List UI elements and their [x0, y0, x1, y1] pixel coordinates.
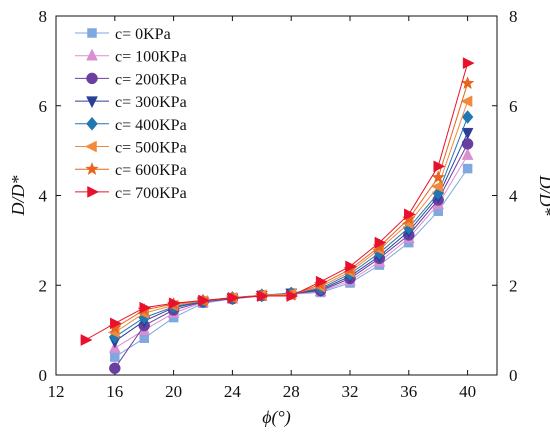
data-point	[433, 160, 446, 173]
data-point	[431, 180, 443, 193]
data-point	[374, 236, 387, 249]
data-point	[110, 352, 120, 362]
legend-marker	[86, 48, 98, 61]
data-point	[462, 57, 475, 70]
data-point	[198, 294, 211, 307]
x-tick-label: 16	[106, 382, 123, 401]
legend: c= 0KPa c= 100KPa c= 200KPa c= 300KPa c= 400…	[75, 26, 187, 202]
data-point	[431, 170, 446, 184]
y-tick-label-right: 4	[509, 187, 518, 206]
series-7	[80, 57, 475, 346]
legend-label: c= 600KPa	[115, 162, 187, 179]
x-tick-label: 32	[342, 382, 359, 401]
data-point	[315, 275, 328, 288]
series-1	[108, 148, 474, 353]
legend-marker	[87, 28, 97, 38]
legend-marker	[86, 116, 98, 131]
ticks-layer: 12 16 20 24 28 32 36 400 02 24 46 68 8	[39, 7, 519, 401]
x-tick-label: 40	[459, 382, 476, 401]
plot-frame	[55, 15, 498, 376]
data-point	[345, 260, 358, 273]
legend-marker	[86, 72, 98, 85]
y-tick-label-right: 2	[509, 276, 518, 295]
y-tick-label: 0	[39, 366, 48, 385]
legend-item: c= 200KPa	[75, 71, 187, 88]
data-point	[227, 291, 240, 304]
legend-label: c= 700KPa	[115, 185, 187, 202]
data-point	[257, 290, 269, 302]
x-axis-title: ϕ(°)	[262, 407, 291, 428]
data-point	[139, 333, 149, 343]
y-tick-label: 2	[39, 276, 48, 295]
x-tick-label: 12	[48, 382, 65, 401]
x-tick-label: 28	[283, 382, 300, 401]
legend-label: c= 500KPa	[115, 140, 187, 157]
legend-marker	[87, 185, 100, 198]
data-point	[286, 290, 299, 302]
legend-label: c= 200KPa	[115, 71, 187, 88]
legend-item: c= 300KPa	[75, 94, 187, 111]
series-layer	[80, 57, 475, 375]
y-tick-label: 4	[39, 187, 48, 206]
legend-item: c= 0KPa	[75, 26, 171, 43]
y-tick-label-right: 6	[509, 97, 518, 116]
x-tick-label: 20	[165, 382, 182, 401]
legend-item: c= 600KPa	[75, 161, 187, 179]
data-point	[110, 317, 122, 330]
legend-label: c= 100KPa	[115, 49, 187, 66]
data-point	[461, 127, 474, 140]
legend-item: c= 400KPa	[75, 117, 187, 134]
y-tick-label-right: 8	[509, 7, 518, 26]
legend-item: c= 100KPa	[75, 48, 187, 66]
y-axis-title-right: D/D*	[536, 175, 550, 216]
data-point	[461, 148, 474, 160]
y-tick-label: 8	[39, 7, 48, 26]
data-point	[462, 163, 473, 174]
data-point	[460, 95, 473, 108]
legend-marker	[85, 161, 99, 176]
data-point	[168, 297, 181, 310]
legend-marker	[86, 96, 98, 109]
x-tick-label: 36	[400, 382, 417, 401]
data-point	[139, 301, 152, 314]
legend-label: c= 300KPa	[115, 94, 187, 111]
legend-marker	[84, 140, 97, 153]
x-tick-label: 24	[224, 382, 242, 401]
data-point	[109, 362, 121, 375]
legend-item: c= 500KPa	[75, 140, 187, 157]
legend-item: c= 700KPa	[75, 185, 187, 202]
data-point	[461, 110, 474, 124]
data-point	[404, 208, 416, 221]
y-axis-title: D/D*	[8, 176, 28, 217]
legend-label: c= 0KPa	[115, 26, 171, 43]
data-point	[80, 334, 93, 346]
y-tick-label: 6	[39, 97, 48, 116]
y-tick-label-right: 0	[509, 366, 518, 385]
legend-label: c= 400KPa	[115, 117, 187, 134]
